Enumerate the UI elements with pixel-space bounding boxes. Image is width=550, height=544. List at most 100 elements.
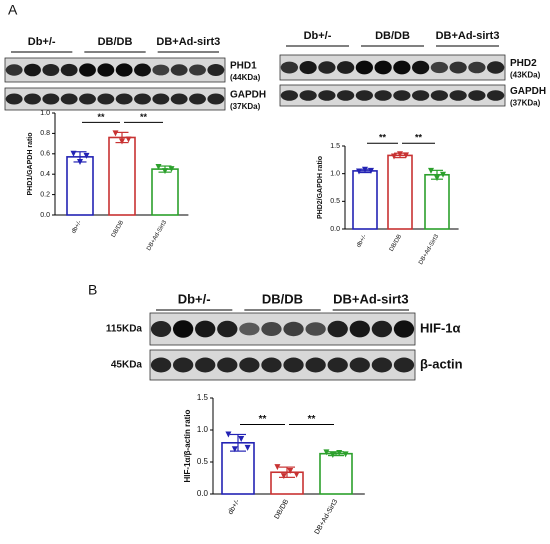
blot-band [468, 90, 486, 101]
data-point [244, 444, 251, 451]
blot-band [393, 320, 415, 338]
y-tick-label: 0.0 [40, 212, 50, 219]
blot-band [152, 64, 170, 76]
blot-band [5, 64, 23, 76]
bar [424, 173, 450, 230]
x-tick-label: DB+Ad-Sirt3 [146, 219, 168, 252]
group-label: Db+/- [178, 291, 211, 306]
blot-band [150, 357, 172, 373]
data-point [238, 435, 245, 442]
data-point [342, 451, 349, 458]
blot-band [430, 61, 448, 74]
data-point [83, 152, 90, 159]
group-label: Db+/- [28, 36, 56, 48]
y-tick-label: 0.8 [40, 130, 50, 137]
blot-band [134, 93, 151, 105]
x-tick-label: db+/- [71, 220, 83, 235]
data-point [293, 471, 300, 478]
significance-label: ** [140, 112, 148, 122]
blot-band [261, 357, 282, 373]
band-size: 45KDa [111, 360, 143, 371]
y-tick-label: 1.0 [40, 110, 50, 117]
blot-band [393, 60, 411, 75]
data-point [155, 164, 162, 171]
data-point [391, 153, 397, 160]
band-name: PHD1 [230, 61, 257, 72]
blot-band [60, 63, 78, 77]
data-point [231, 446, 238, 453]
data-point [119, 138, 125, 145]
blot-band [261, 322, 282, 336]
data-point [112, 130, 119, 137]
blot-band [283, 357, 304, 373]
blot-band [239, 357, 260, 373]
y-tick-label: 0.0 [330, 226, 340, 233]
blot-strip [149, 312, 416, 346]
blot-band [349, 357, 370, 373]
blot-band [170, 64, 188, 76]
data-point [274, 464, 281, 471]
panel-label: B [88, 282, 97, 298]
blot-strip [4, 57, 226, 83]
x-tick-label: DB+Ad-Sirt3 [314, 498, 340, 535]
blot-band [393, 90, 411, 101]
group-label: DB+Ad-sirt3 [436, 30, 500, 42]
y-tick-label: 0.6 [40, 151, 50, 158]
blot-band [337, 90, 355, 101]
data-point [336, 450, 343, 457]
band-size: (37KDa) [230, 102, 261, 111]
bar [319, 452, 353, 495]
blot-band [280, 90, 298, 101]
band-name: GAPDH [510, 86, 546, 97]
data-point [368, 167, 374, 174]
y-tick-label: 1.0 [330, 171, 340, 178]
band-size: 115KDa [106, 324, 143, 335]
x-tick-label: DB/DB [111, 220, 125, 239]
blot-band [412, 60, 430, 75]
band-name: PHD2 [510, 58, 537, 69]
blot-band [217, 357, 238, 373]
blot-band [393, 357, 415, 373]
blot-band [42, 64, 60, 76]
blot-strip [149, 349, 416, 381]
blot-band [189, 64, 206, 76]
blot-band [349, 320, 370, 338]
blot-band [239, 322, 260, 336]
significance-label: ** [259, 414, 267, 425]
blot-band [115, 93, 133, 105]
significance-label: ** [308, 414, 316, 425]
significance-label: ** [97, 112, 105, 122]
blot-band [217, 320, 238, 338]
x-tick-label: db+/- [227, 498, 241, 516]
significance-label: ** [379, 133, 387, 143]
blot-band [195, 357, 216, 373]
blot-band [355, 60, 373, 75]
data-point [329, 451, 336, 458]
y-tick-label: 0.4 [40, 171, 50, 178]
y-tick-label: 1.5 [197, 393, 209, 402]
data-point [77, 158, 83, 165]
y-tick-label: 0.0 [197, 489, 209, 498]
x-tick-label: DB/DB [389, 234, 403, 253]
error-bar [230, 433, 246, 452]
blot-band [327, 357, 348, 373]
group-label: Db+/- [304, 30, 332, 42]
bar [387, 154, 413, 230]
blot-band [150, 321, 172, 337]
blot-band [374, 90, 392, 101]
blot-band [97, 93, 115, 105]
blot-band [337, 61, 355, 74]
blot-band [487, 90, 505, 101]
blot-band [152, 93, 170, 105]
blot-band [412, 90, 430, 101]
blot-band [299, 90, 317, 101]
blot-band [115, 63, 133, 77]
blot-band [468, 61, 486, 74]
blot-band [299, 60, 317, 75]
significance-label: ** [415, 133, 423, 143]
blot-band [195, 320, 216, 338]
x-tick-label: DB/DB [274, 498, 291, 520]
data-point [225, 431, 232, 438]
data-point [280, 473, 287, 480]
